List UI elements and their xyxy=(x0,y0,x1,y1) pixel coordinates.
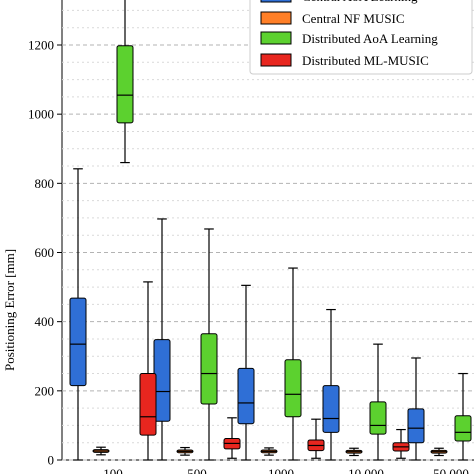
box-distributed-aoa-learning-2 xyxy=(284,267,302,461)
y-tick-label: 800 xyxy=(35,176,55,191)
y-tick-label: 400 xyxy=(35,314,55,329)
y-tick-label: 0 xyxy=(48,453,55,468)
legend-swatch xyxy=(260,31,292,45)
y-tick-label: 1200 xyxy=(28,38,54,53)
box-distributed-ml-music-3 xyxy=(392,428,410,459)
box-central-nf-music-1 xyxy=(176,446,194,456)
box-distributed-aoa-learning-4 xyxy=(454,372,472,461)
box-body xyxy=(237,367,255,425)
grid-lines xyxy=(61,0,474,461)
box-body xyxy=(139,373,157,436)
legend-frame xyxy=(249,0,473,75)
box-body xyxy=(200,333,218,405)
box-plot-series xyxy=(69,0,472,461)
y-tick-label: 1000 xyxy=(28,107,54,122)
box-body xyxy=(284,359,302,418)
legend-swatch xyxy=(260,53,292,67)
legend: Central AoA Learning Central NF MUSIC Dist… xyxy=(249,0,473,75)
box-body xyxy=(69,297,87,387)
box-distributed-ml-music-1 xyxy=(223,417,241,459)
x-tick-label: 1000 xyxy=(268,466,294,474)
y-tick-label: 600 xyxy=(35,245,55,260)
legend-label: Central AoA Learning xyxy=(302,0,418,4)
box-body xyxy=(454,415,472,442)
x-tick-label: 10,000 xyxy=(348,466,384,474)
box-central-nf-music-4 xyxy=(430,447,448,457)
y-axis: 0 200 400 600 800 1000 1200 xyxy=(28,38,62,468)
box-central-aoa-learning-2 xyxy=(237,284,255,461)
box-body xyxy=(116,45,134,124)
box-distributed-aoa-learning-3 xyxy=(369,343,387,461)
box-distributed-ml-music-2 xyxy=(307,418,325,459)
box-central-aoa-learning-0 xyxy=(69,168,87,461)
box-central-aoa-learning-3 xyxy=(322,308,340,461)
x-axis: 100 500 1000 10,000 50,000 xyxy=(103,466,469,474)
legend-swatch xyxy=(260,11,292,25)
x-tick-label: 100 xyxy=(103,466,123,474)
box-central-nf-music-2 xyxy=(260,447,278,456)
y-axis-title: Positioning Error [mm] xyxy=(2,249,17,371)
x-tick-label: 50,000 xyxy=(433,466,469,474)
box-distributed-aoa-learning-1 xyxy=(200,228,218,461)
box-distributed-ml-music-0 xyxy=(139,281,157,461)
legend-swatch xyxy=(260,0,292,3)
box-body xyxy=(407,408,425,444)
box-body xyxy=(369,401,387,435)
y-tick-label: 200 xyxy=(35,383,55,398)
box-central-nf-music-0 xyxy=(92,446,110,456)
x-tick-label: 500 xyxy=(187,466,207,474)
box-body xyxy=(322,385,340,433)
box-central-aoa-learning-4 xyxy=(407,357,425,461)
box-central-nf-music-3 xyxy=(345,447,363,457)
legend-label: Distributed ML-MUSIC xyxy=(302,53,429,68)
legend-label: Distributed AoA Learning xyxy=(302,31,438,46)
legend-label: Central NF MUSIC xyxy=(302,11,405,26)
box-distributed-aoa-learning-0 xyxy=(116,0,134,164)
